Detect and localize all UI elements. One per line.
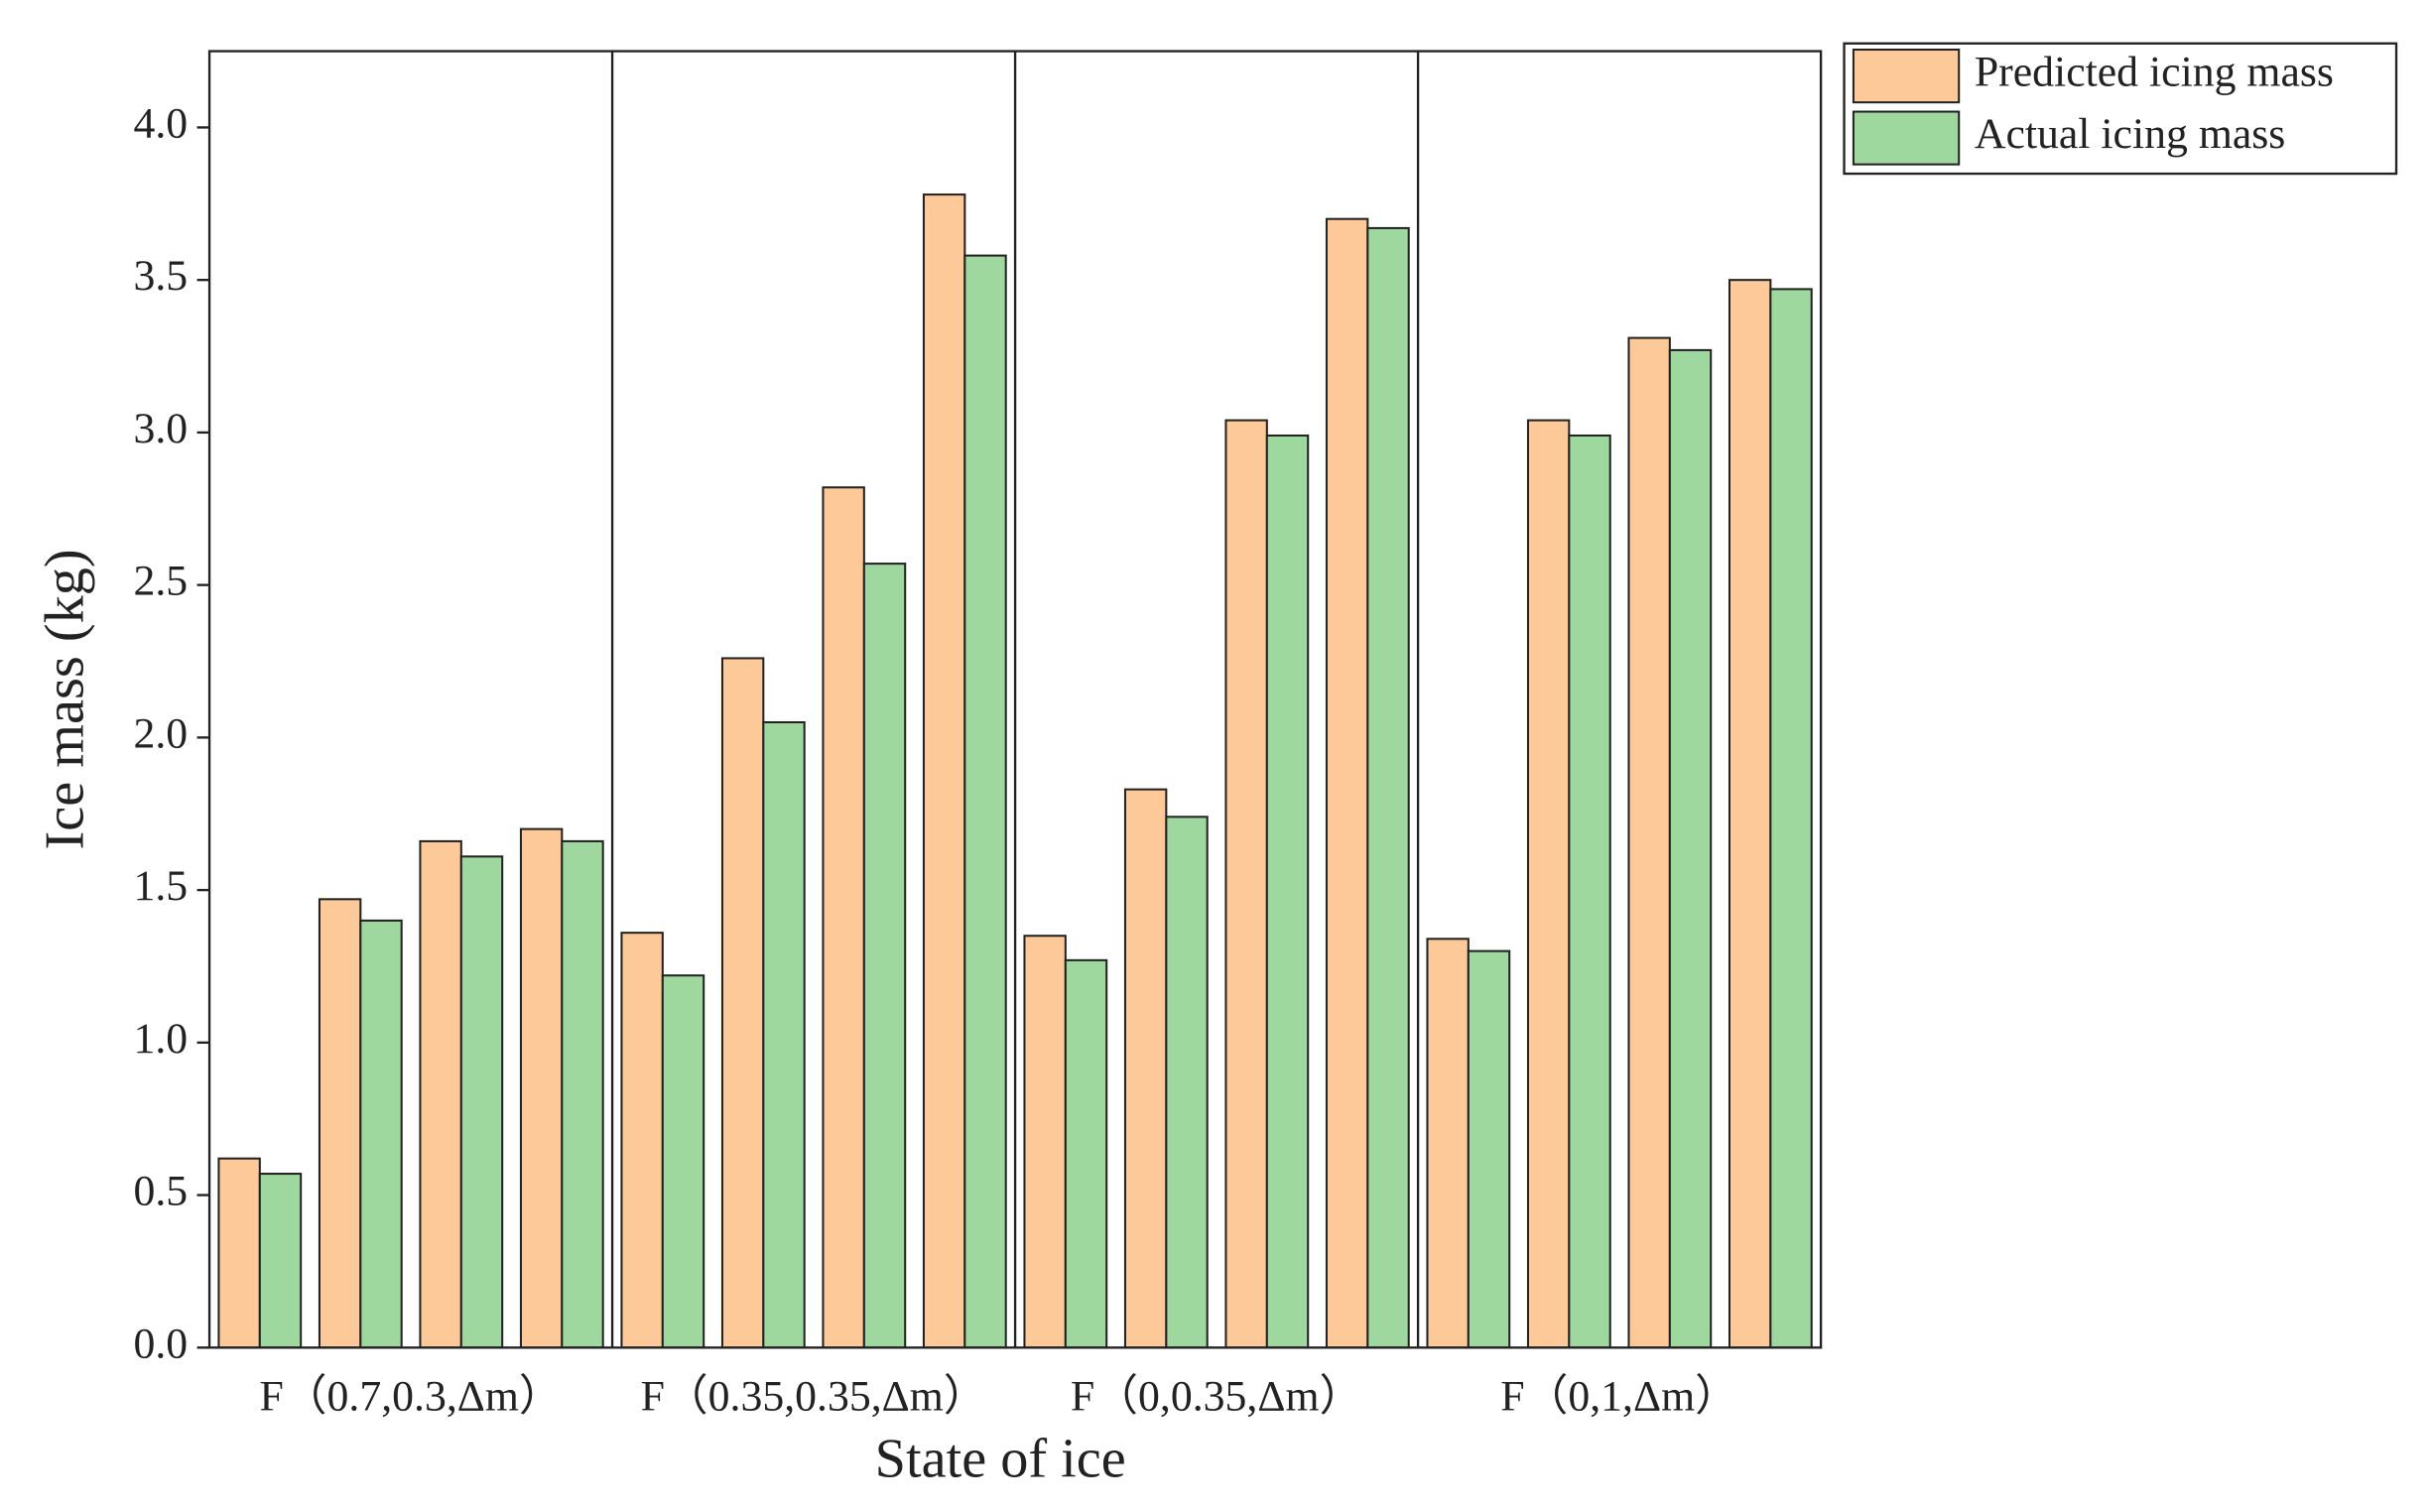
bar [963, 254, 1007, 1349]
y-tick-label: 0.5 [133, 1168, 188, 1215]
bar [822, 486, 865, 1349]
bar [318, 898, 362, 1349]
bar [1526, 419, 1571, 1349]
bar [1325, 217, 1369, 1349]
bar [1668, 348, 1713, 1349]
legend-label: Actual icing mass [1975, 110, 2285, 158]
y-tick-label: 3.0 [133, 405, 188, 452]
bar [720, 657, 765, 1349]
bar [519, 827, 564, 1349]
bar [922, 193, 966, 1349]
bar [1123, 788, 1168, 1349]
bar [217, 1157, 261, 1349]
y-tick-label: 2.0 [133, 709, 188, 757]
y-tick-label: 2.5 [133, 558, 188, 605]
bar [258, 1173, 303, 1349]
bar [862, 563, 907, 1349]
legend-swatch [1852, 49, 1961, 104]
y-tick-label: 1.0 [133, 1015, 188, 1063]
bar [1769, 288, 1813, 1349]
bar [561, 839, 604, 1349]
y-tick-label: 0.0 [133, 1320, 188, 1367]
bar [1426, 938, 1470, 1349]
y-tick-label: 3.5 [133, 252, 188, 300]
bar [1224, 419, 1268, 1349]
bar [762, 720, 806, 1349]
x-group-label: F（0.7,0.3,Δm） [259, 1373, 562, 1421]
bar [459, 855, 504, 1349]
bar [1728, 279, 1772, 1349]
bar [1627, 336, 1671, 1349]
y-tick-label: 4.0 [133, 99, 188, 147]
bar [1467, 949, 1511, 1349]
x-axis-label: State of ice [875, 1428, 1126, 1489]
plot-frame [207, 50, 1823, 1349]
bar [1366, 226, 1410, 1349]
x-group-label: F（0,0.35,Δm） [1071, 1373, 1362, 1421]
bar [1023, 935, 1067, 1349]
bar [419, 839, 462, 1349]
y-axis-label: Ice mass (kg) [34, 549, 95, 849]
bar [1568, 434, 1611, 1349]
bar [1265, 434, 1310, 1349]
x-group-label: F（0,1,Δm） [1500, 1373, 1738, 1421]
bar [620, 932, 664, 1349]
bar [661, 974, 705, 1349]
y-tick-label: 1.5 [133, 862, 188, 910]
legend-swatch [1852, 110, 1961, 166]
bar [1165, 816, 1209, 1349]
bar [1064, 958, 1108, 1349]
x-group-label: F（0.35,0.35,Δm） [641, 1373, 987, 1421]
bar [359, 919, 403, 1349]
legend-label: Predicted icing mass [1975, 49, 2334, 96]
